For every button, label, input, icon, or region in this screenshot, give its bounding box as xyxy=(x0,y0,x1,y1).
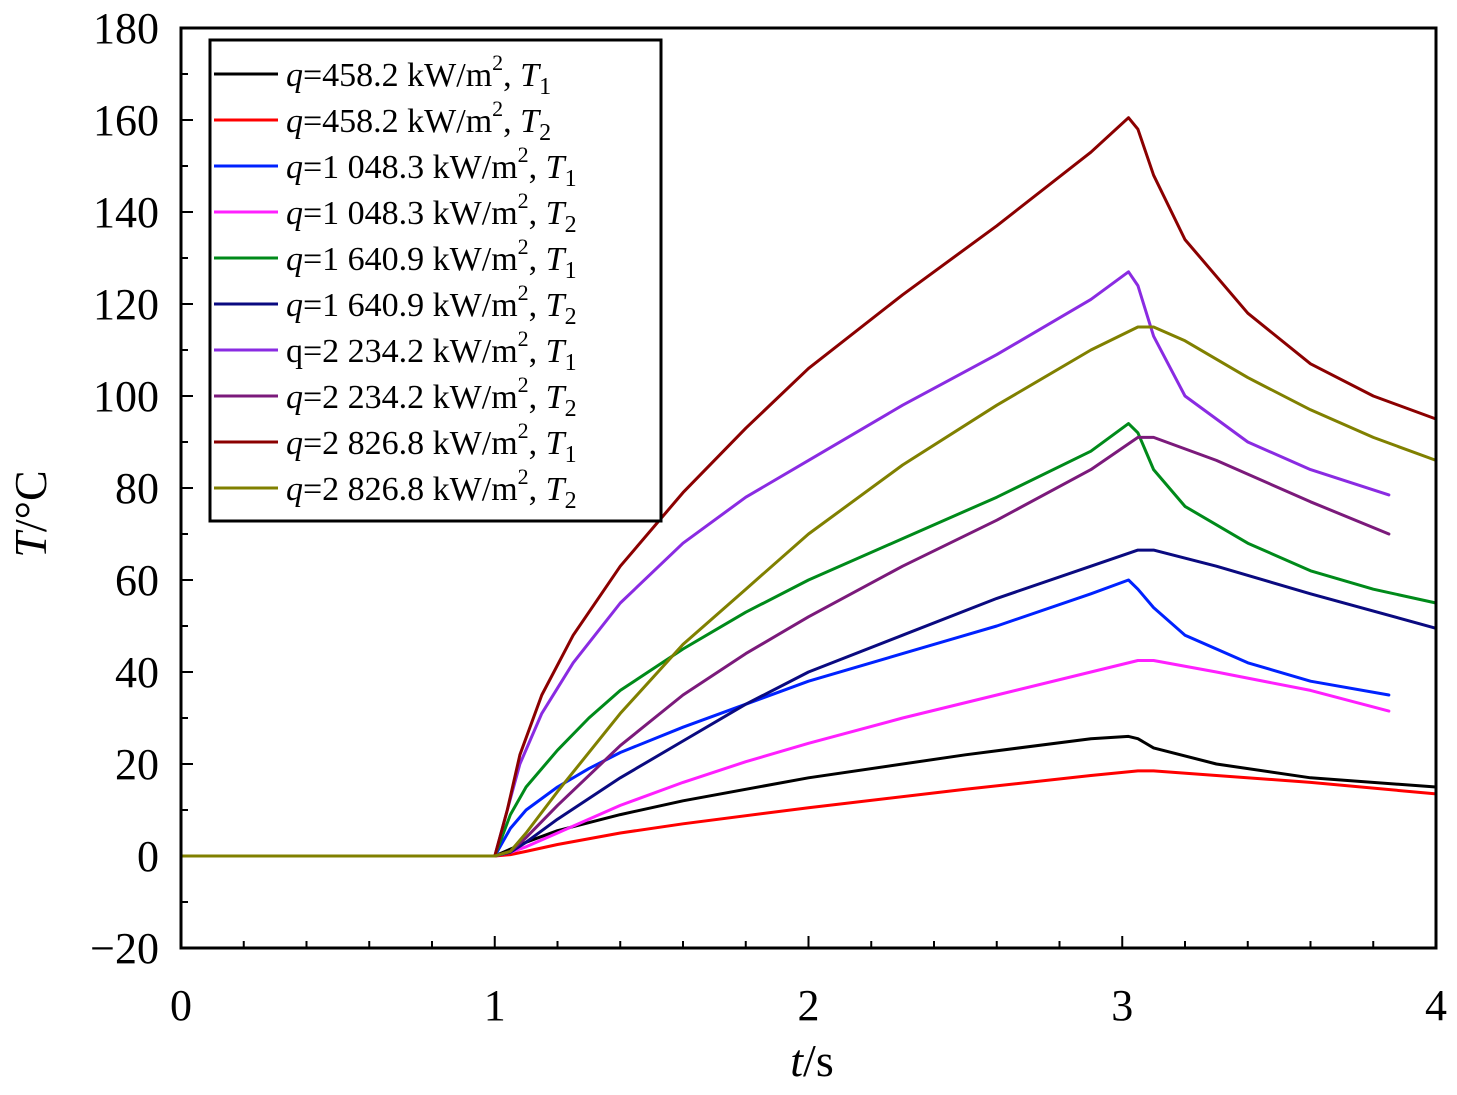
legend-label-4: q=1 048.3 kW/m2, T2 xyxy=(286,188,577,238)
y-tick-label: 180 xyxy=(93,4,159,53)
y-tick-label: 100 xyxy=(93,372,159,421)
x-tick-label: 2 xyxy=(798,981,820,1030)
legend-label-1: q=458.2 kW/m2, T1 xyxy=(286,50,551,100)
legend-label-8: q=2 234.2 kW/m2, T2 xyxy=(286,372,577,422)
series-line-6 xyxy=(179,548,1438,858)
legend-label-3: q=1 048.3 kW/m2, T1 xyxy=(286,142,577,192)
legend-label-10: q=2 826.8 kW/m2, T2 xyxy=(286,464,577,514)
x-tick-label: 3 xyxy=(1111,981,1133,1030)
y-tick-label: −20 xyxy=(90,924,159,973)
y-axis-title: T/°C xyxy=(5,470,56,557)
series-line-5 xyxy=(179,422,1438,858)
y-tick-label: 0 xyxy=(137,832,159,881)
y-tick-label: 160 xyxy=(93,96,159,145)
legend: q=458.2 kW/m2, T1q=458.2 kW/m2, T2q=1 04… xyxy=(208,38,663,523)
x-tick-label: 4 xyxy=(1425,981,1447,1030)
series-line-9 xyxy=(179,116,1438,858)
legend-label-7: q=2 234.2 kW/m2, T1 xyxy=(286,326,577,376)
legend-label-6: q=1 640.9 kW/m2, T2 xyxy=(286,280,577,330)
y-tick-label: 20 xyxy=(115,740,159,789)
y-tick-label: 40 xyxy=(115,648,159,697)
y-tick-label: 60 xyxy=(115,556,159,605)
y-tick-label: 140 xyxy=(93,188,159,237)
series-line-4 xyxy=(179,659,1391,858)
series-layer xyxy=(179,116,1438,858)
plot-frame xyxy=(179,26,1438,950)
x-tick-label: 0 xyxy=(170,981,192,1030)
x-tick-label: 1 xyxy=(484,981,506,1030)
series-line-2 xyxy=(179,769,1438,858)
series-line-8 xyxy=(179,435,1391,858)
series-line-10 xyxy=(179,325,1438,858)
y-tick-label: 80 xyxy=(115,464,159,513)
y-tick-label: 120 xyxy=(93,280,159,329)
legend-label-2: q=458.2 kW/m2, T2 xyxy=(286,96,551,146)
legend-label-9: q=2 826.8 kW/m2, T1 xyxy=(286,418,577,468)
legend-label-5: q=1 640.9 kW/m2, T1 xyxy=(286,234,577,284)
series-line-3 xyxy=(179,578,1391,858)
series-line-1 xyxy=(179,734,1438,858)
x-axis-title: t/s xyxy=(790,1035,833,1086)
legend-box xyxy=(208,38,663,523)
series-line-7 xyxy=(179,270,1391,858)
